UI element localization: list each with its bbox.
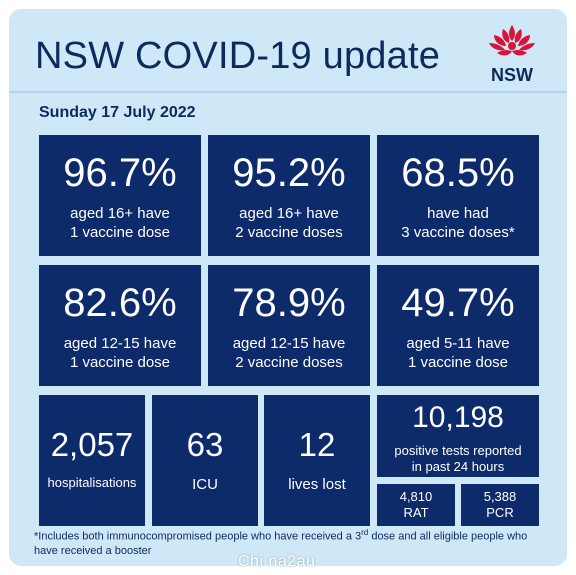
hospitalisations-tile: 2,057 hospitalisations <box>39 395 145 526</box>
vaccine-tile-16-plus-2-doses: 95.2% aged 16+ have 2 vaccine doses <box>208 135 370 256</box>
tile-value: 78.9% <box>232 281 346 325</box>
tile-value: 82.6% <box>63 281 177 325</box>
positive-tests-label-line2: in past 24 hours <box>411 459 505 474</box>
icu-label: ICU <box>192 476 218 493</box>
positive-tests-label: positive tests reported in past 24 hours <box>377 443 539 475</box>
nsw-logo: NSW <box>483 23 541 85</box>
positive-tests-tile: 10,198 positive tests reported in past 2… <box>377 395 539 477</box>
covid-update-card: NSW COVID-19 update NSW Sunday 17 Ju <box>9 9 567 566</box>
footnote-text-2: dose and all eligible people who have re… <box>34 530 528 557</box>
icu-tile: 63 ICU <box>152 395 258 526</box>
positive-tests-value: 10,198 <box>412 401 504 434</box>
pcr-tile: 5,388 PCR <box>461 484 539 526</box>
tile-value: 68.5% <box>401 151 515 195</box>
tile-label: aged 12-15 have 1 vaccine dose <box>39 334 201 372</box>
pcr-value: 5,388 <box>483 489 517 504</box>
page-title: NSW COVID-19 update <box>35 35 441 77</box>
tile-label-line1: have had <box>427 205 489 222</box>
tile-label: aged 16+ have 2 vaccine doses <box>208 204 370 242</box>
vaccine-tile-5-11-1-dose: 49.7% aged 5-11 have 1 vaccine dose <box>377 265 539 386</box>
rat-value: 4,810 <box>399 489 433 504</box>
tile-label: aged 5-11 have 1 vaccine dose <box>377 334 539 372</box>
pcr-label: PCR <box>486 505 514 520</box>
tile-label: aged 12-15 have 2 vaccine doses <box>208 334 370 372</box>
tile-label-line2: 1 vaccine dose <box>69 224 171 241</box>
icu-value: 63 <box>186 426 224 463</box>
watermark: Chi na2au <box>238 553 316 570</box>
tile-label-line2: 2 vaccine doses <box>235 354 343 371</box>
deaths-tile: 12 lives lost <box>264 395 370 526</box>
vaccine-tile-12-15-2-doses: 78.9% aged 12-15 have 2 vaccine doses <box>208 265 370 386</box>
header: NSW COVID-19 update NSW <box>9 9 567 93</box>
vaccine-tile-16-plus-1-dose: 96.7% aged 16+ have 1 vaccine dose <box>39 135 201 256</box>
positive-tests-label-line1: positive tests reported <box>394 443 522 458</box>
vaccine-tile-12-15-1-dose: 82.6% aged 12-15 have 1 vaccine dose <box>39 265 201 386</box>
tile-label-line2: 3 vaccine doses* <box>401 224 515 241</box>
tile-label-line1: aged 16+ have <box>239 205 339 222</box>
tile-label-line1: aged 5-11 have <box>406 335 510 352</box>
tile-label: have had 3 vaccine doses* <box>377 204 539 242</box>
tile-label-line1: aged 16+ have <box>70 205 170 222</box>
deaths-value: 12 <box>298 426 336 463</box>
tile-value: 49.7% <box>401 281 515 325</box>
vaccine-tile-3-doses: 68.5% have had 3 vaccine doses* <box>377 135 539 256</box>
tile-value: 96.7% <box>63 151 177 195</box>
footnote-sup: rd <box>361 528 369 537</box>
rat-label: RAT <box>403 505 429 520</box>
report-date: Sunday 17 July 2022 <box>39 104 196 121</box>
tile-label: aged 16+ have 1 vaccine dose <box>39 204 201 242</box>
footnote: *Includes both immunocompromised people … <box>34 526 544 558</box>
waratah-flower-icon <box>489 25 535 56</box>
rat-tile: 4,810 RAT <box>377 484 455 526</box>
tile-label-line1: aged 12-15 have <box>232 335 346 352</box>
footnote-text-1: *Includes both immunocompromised people … <box>34 530 362 543</box>
logo-text: NSW <box>491 65 533 85</box>
tile-value: 95.2% <box>232 151 346 195</box>
hospitalisations-label: hospitalisations <box>47 475 137 490</box>
hospitalisations-value: 2,057 <box>50 426 134 463</box>
tile-label-line2: 1 vaccine dose <box>69 354 171 371</box>
tile-label-line2: 1 vaccine dose <box>407 354 509 371</box>
deaths-label: lives lost <box>288 476 346 493</box>
tile-label-line1: aged 12-15 have <box>63 335 177 352</box>
tile-label-line2: 2 vaccine doses <box>235 224 343 241</box>
